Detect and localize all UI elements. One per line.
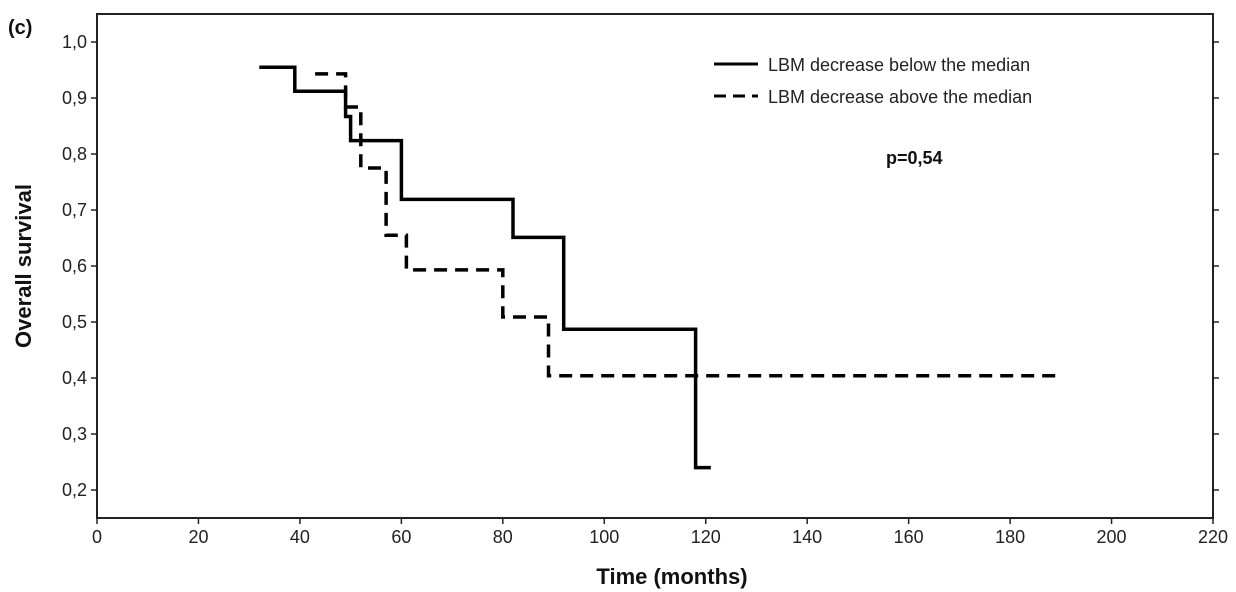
x-tick-label: 180 bbox=[995, 527, 1025, 547]
y-tick-label: 0,3 bbox=[62, 424, 87, 444]
y-tick-label: 0,5 bbox=[62, 312, 87, 332]
x-tick-label: 40 bbox=[290, 527, 310, 547]
legend-label-below: LBM decrease below the median bbox=[768, 55, 1030, 75]
x-axis: 0 20 40 60 80 100 120 140 160 180 200 220 bbox=[92, 518, 1228, 547]
x-tick-label: 100 bbox=[589, 527, 619, 547]
series-line-0 bbox=[259, 65, 711, 470]
plot-frame bbox=[96, 13, 1214, 519]
y-tick-label: 0,4 bbox=[62, 368, 87, 388]
y-tick-label: 0,7 bbox=[62, 200, 87, 220]
y-tick-label: 1,0 bbox=[62, 32, 87, 52]
y-axis-title: Overall survival bbox=[11, 184, 36, 348]
x-tick-label: 120 bbox=[691, 527, 721, 547]
y-tick-label: 0,6 bbox=[62, 256, 87, 276]
legend-label-above: LBM decrease above the median bbox=[768, 87, 1032, 107]
x-axis-title: Time (months) bbox=[596, 564, 747, 589]
legend: LBM decrease below the median LBM decrea… bbox=[714, 55, 1032, 107]
series-layer bbox=[259, 65, 1056, 470]
panel-label: (c) bbox=[8, 17, 32, 39]
p-value-annotation: p=0,54 bbox=[886, 148, 943, 168]
y-axis: 1,0 0,9 0,8 0,7 0,6 0,5 0,4 0,3 0,2 bbox=[62, 32, 1219, 500]
x-tick-label: 200 bbox=[1097, 527, 1127, 547]
x-tick-label: 80 bbox=[493, 527, 513, 547]
x-tick-label: 140 bbox=[792, 527, 822, 547]
x-tick-label: 220 bbox=[1198, 527, 1228, 547]
x-tick-label: 0 bbox=[92, 527, 102, 547]
x-tick-label: 60 bbox=[391, 527, 411, 547]
y-tick-label: 0,9 bbox=[62, 88, 87, 108]
y-tick-label: 0,2 bbox=[62, 480, 87, 500]
y-tick-label: 0,8 bbox=[62, 144, 87, 164]
x-tick-label: 20 bbox=[188, 527, 208, 547]
series-line-1 bbox=[315, 72, 1056, 378]
x-tick-label: 160 bbox=[894, 527, 924, 547]
